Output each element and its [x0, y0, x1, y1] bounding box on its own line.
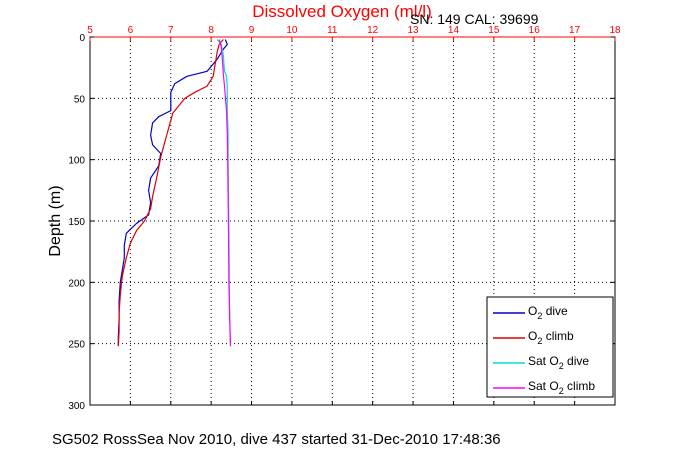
series-line-o2-climb: [117, 39, 224, 347]
legend-label: O2 climb: [528, 329, 574, 346]
x-tick-label: 16: [529, 25, 541, 36]
x-tick-label: 14: [448, 25, 460, 36]
y-tick-label: 250: [68, 340, 85, 351]
x-tick-label: 8: [208, 25, 214, 36]
y-tick-label: 100: [68, 156, 85, 167]
axes: 5 6 7 8 9 10 11 12 13 14 15 16 17 18 0 50 100 150 200 250 30…: [68, 25, 621, 412]
y-tick-label: 300: [68, 401, 85, 412]
x-tick-label: 15: [488, 25, 500, 36]
x-tick-label: 18: [609, 25, 621, 36]
x-tick-label: 10: [286, 25, 298, 36]
x-tick-label: 11: [327, 25, 338, 36]
y-tick-label: 0: [79, 33, 85, 44]
x-tick-label: 6: [128, 25, 134, 36]
y-tick-label: 150: [68, 217, 85, 228]
legend: O2 dive O2 climb Sat O2 dive Sat O2 climb: [486, 296, 614, 398]
y-tick-label: 200: [68, 278, 85, 289]
x-tick-label: 7: [168, 25, 174, 36]
x-tick-label: 5: [87, 25, 93, 36]
legend-label: Sat O2 climb: [528, 379, 595, 396]
series-line-o2-dive: [117, 39, 228, 347]
x-tick-label: 12: [367, 25, 379, 36]
series-layer: [117, 39, 232, 347]
grid-lines: [90, 37, 615, 405]
legend-label: O2 dive: [528, 304, 568, 321]
x-tick-label: 13: [408, 25, 420, 36]
y-axis-label: Depth (m): [47, 185, 64, 256]
x-tick-label: 17: [569, 25, 581, 36]
chart-subtitle: SN: 149 CAL: 39699: [410, 11, 539, 27]
legend-label: Sat O2 dive: [528, 354, 589, 371]
chart-title: Dissolved Oxygen (ml/l): [252, 2, 432, 21]
series-line-sat-o2-climb: [218, 39, 232, 347]
y-tick-label: 50: [74, 94, 86, 105]
x-tick-label: 9: [249, 25, 255, 36]
dive-caption: SG502 RossSea Nov 2010, dive 437 started…: [52, 431, 501, 448]
